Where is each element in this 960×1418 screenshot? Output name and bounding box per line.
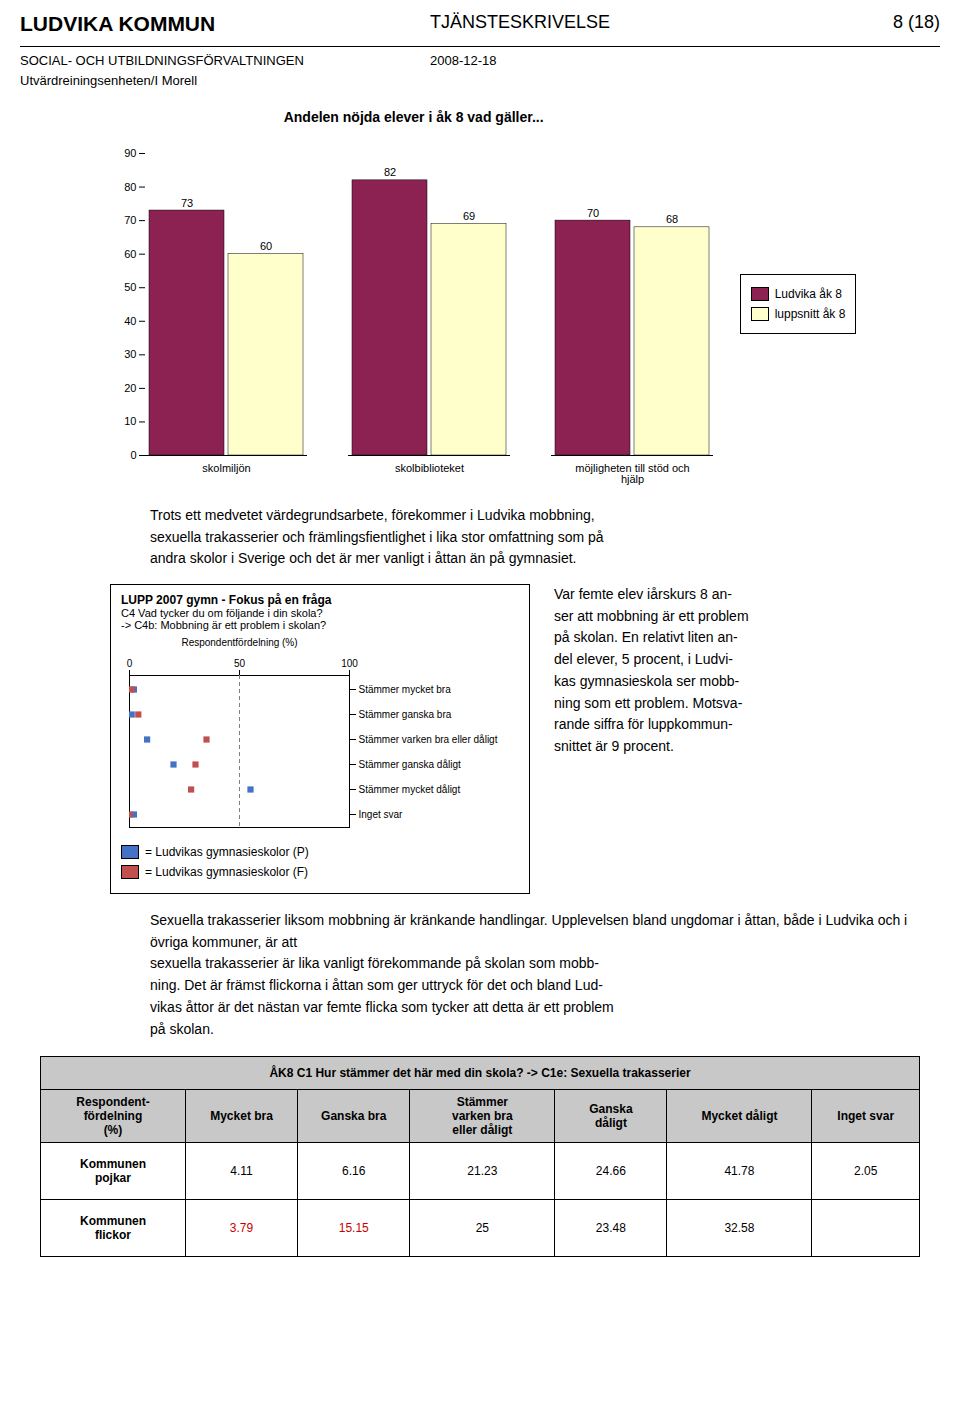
html-text:Sexuella trakasserier liksom m: Sexuella trakasserier liksom mobbning är… [150, 912, 908, 1037]
html-text:41.78: 41.78 [724, 1164, 755, 1179]
svg-text:69: 69 [463, 210, 475, 222]
svg-text:skolbiblioteket: skolbiblioteket [395, 462, 464, 474]
svg-text:Inget svar: Inget svar [359, 809, 404, 820]
html-text:2.05: 2.05 [854, 1164, 878, 1179]
svg-text:0: 0 [127, 658, 133, 669]
svg-text:100: 100 [341, 658, 358, 669]
html-text:4.11: 4.11 [230, 1164, 253, 1179]
svg-text:50: 50 [124, 281, 136, 293]
svg-text:10: 10 [124, 415, 136, 427]
svg-text:30: 30 [124, 348, 136, 360]
html-text:3.79: 3.79 [229, 1221, 254, 1236]
svg-text:90: 90 [124, 147, 136, 159]
svg-text:60: 60 [260, 240, 272, 252]
svg-text:Stämmer ganska bra: Stämmer ganska bra [359, 709, 452, 720]
html-text:ÅK8 C1 Hur stämmer det här med: ÅK8 C1 Hur stämmer det här med din skola… [269, 1066, 691, 1081]
svg-text:skolmiljön: skolmiljön [202, 462, 250, 474]
html-text:C4 Vad tycker du om följande i: C4 Vad tycker du om följande i din skola… [121, 607, 327, 632]
html-text:2008-12-18: 2008-12-18 [430, 53, 497, 68]
svg-text:68: 68 [666, 213, 678, 225]
svg-text:70: 70 [587, 207, 599, 219]
html-text:SOCIAL- OCH UTBILDNINGSFÖRVALT: SOCIAL- OCH UTBILDNINGSFÖRVALTNINGEN [20, 53, 304, 68]
svg-text:40: 40 [124, 315, 136, 327]
svg-text:Stämmer mycket dåligt: Stämmer mycket dåligt [359, 784, 461, 795]
html-text:24.66: 24.66 [595, 1164, 626, 1179]
svg-text:70: 70 [124, 214, 136, 226]
html-text:Ludvika åk 8: Ludvika åk 8 [774, 287, 842, 301]
html-text:Andelen nöjda elever i åk 8 va: Andelen nöjda elever i åk 8 vad gäller..… [283, 109, 544, 125]
html-text:Mycket dåligt: Mycket dåligt [701, 1109, 778, 1124]
html-text:Trots ett medvetet värdegrunds: Trots ett medvetet värdegrundsarbete, fö… [150, 507, 604, 567]
svg-text:50: 50 [234, 658, 246, 669]
html-text:Kommunen flickor: Kommunen flickor [80, 1214, 146, 1243]
html-text:Utvärdreiningsenheten/I Morell: Utvärdreiningsenheten/I Morell [20, 73, 197, 88]
svg-text:Respondentfördelning (%): Respondentfördelning (%) [181, 637, 297, 648]
svg-text:82: 82 [384, 166, 396, 178]
html-text:32.58: 32.58 [724, 1221, 755, 1236]
svg-text:Stämmer ganska dåligt: Stämmer ganska dåligt [359, 759, 461, 770]
svg-text:0: 0 [130, 449, 136, 461]
html-text:Var femte elev iårskurs 8 an-: Var femte elev iårskurs 8 an- ser att mo… [554, 586, 749, 754]
html-text:23.48: 23.48 [595, 1221, 626, 1236]
svg-text:80: 80 [124, 181, 136, 193]
svg-text:möjligheten till stöd ochhjälp: möjligheten till stöd ochhjälp [575, 462, 689, 485]
html-text:Ganska bra: Ganska bra [321, 1109, 387, 1124]
html-text:Stämmer varken bra eller dålig: Stämmer varken bra eller dåligt [452, 1095, 513, 1138]
html-text:Mycket bra: Mycket bra [210, 1109, 273, 1124]
svg-text:60: 60 [124, 248, 136, 260]
html-text:= Ludvikas gymnasieskolor (P): = Ludvikas gymnasieskolor (P) [145, 845, 309, 860]
svg-text:Stämmer varken bra eller dålig: Stämmer varken bra eller dåligt [359, 734, 498, 745]
html-text:21.23: 21.23 [467, 1164, 498, 1179]
html-text:= Ludvikas gymnasieskolor (F): = Ludvikas gymnasieskolor (F) [145, 865, 309, 880]
html-text:15.15: 15.15 [338, 1221, 369, 1236]
html-text:8 (18): 8 (18) [893, 12, 940, 32]
html-text:25: 25 [475, 1221, 489, 1236]
html-text:Respondent- fördelning (%): Respondent- fördelning (%) [76, 1095, 150, 1138]
html-text:Inget svar: Inget svar [837, 1109, 895, 1124]
svg-text:73: 73 [181, 197, 193, 209]
svg-text:Stämmer mycket bra: Stämmer mycket bra [359, 684, 452, 695]
html-text:LUDVIKA KOMMUN: LUDVIKA KOMMUN [20, 12, 216, 35]
html-text:Ganska dåligt: Ganska dåligt [589, 1102, 633, 1131]
html-text:LUPP 2007 gymn - Fokus på en f: LUPP 2007 gymn - Fokus på en fråga [121, 593, 332, 608]
svg-text:20: 20 [124, 382, 136, 394]
html-text:TJÄNSTESKRIVELSE: TJÄNSTESKRIVELSE [430, 12, 611, 32]
html-text:Kommunen pojkar: Kommunen pojkar [80, 1157, 146, 1186]
html-text:6.16: 6.16 [342, 1164, 366, 1179]
html-text:luppsnitt åk 8: luppsnitt åk 8 [774, 307, 846, 321]
